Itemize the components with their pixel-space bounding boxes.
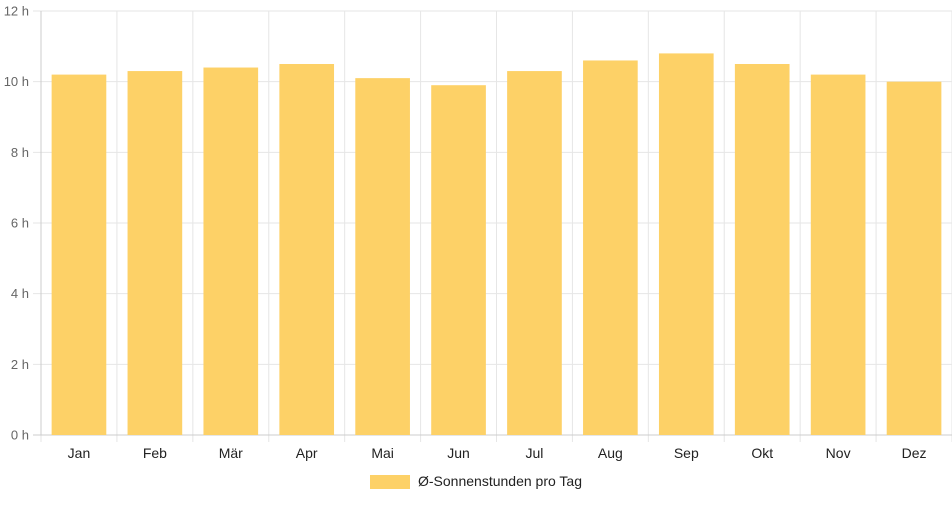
bar-Dez[interactable] <box>886 81 942 436</box>
y-tick-label: 6 h <box>11 216 29 231</box>
bar-Jan[interactable] <box>51 74 107 435</box>
bar-Jun[interactable] <box>431 85 486 435</box>
x-tick-label: Mär <box>219 445 243 461</box>
x-tick-label: Apr <box>296 445 318 461</box>
x-tick-label: Aug <box>598 445 623 461</box>
grid-layer <box>33 10 952 442</box>
x-tick-label: Feb <box>143 445 167 461</box>
y-tick-label: 2 h <box>11 357 29 372</box>
bar-Mai[interactable] <box>355 78 410 435</box>
y-tick-label: 8 h <box>11 145 29 160</box>
bar-Apr[interactable] <box>279 64 335 435</box>
y-axis: 0 h 2 h 4 h 6 h 8 h 10 h 12 h <box>4 4 29 443</box>
x-tick-label: Jan <box>68 445 91 461</box>
x-axis: Jan Feb Mär Apr Mai Jun Jul Aug Sep Okt Nov Dez <box>68 445 927 461</box>
y-tick-label: 4 h <box>11 286 29 301</box>
x-tick-label: Jun <box>447 445 470 461</box>
y-tick-label: 10 h <box>4 74 29 89</box>
x-tick-label: Sep <box>674 445 699 461</box>
y-tick-label: 12 h <box>4 4 29 19</box>
x-tick-label: Nov <box>826 445 851 461</box>
x-tick-label: Okt <box>751 445 773 461</box>
bar-Mär[interactable] <box>203 67 259 436</box>
bar-Sep[interactable] <box>658 53 714 436</box>
bar-Nov[interactable] <box>810 74 866 435</box>
legend[interactable]: Ø-Sonnenstunden pro Tag <box>370 473 582 489</box>
bar-Aug[interactable] <box>583 60 638 435</box>
legend-swatch <box>370 475 410 489</box>
bar-Okt[interactable] <box>734 64 790 435</box>
bar-Jul[interactable] <box>507 71 562 436</box>
legend-label: Ø-Sonnenstunden pro Tag <box>418 473 582 489</box>
bar-Feb[interactable] <box>127 71 183 436</box>
y-tick-label: 0 h <box>11 428 29 443</box>
x-tick-label: Jul <box>526 445 544 461</box>
bar-layer <box>51 53 942 436</box>
x-tick-label: Dez <box>902 445 927 461</box>
x-tick-label: Mai <box>371 445 394 461</box>
